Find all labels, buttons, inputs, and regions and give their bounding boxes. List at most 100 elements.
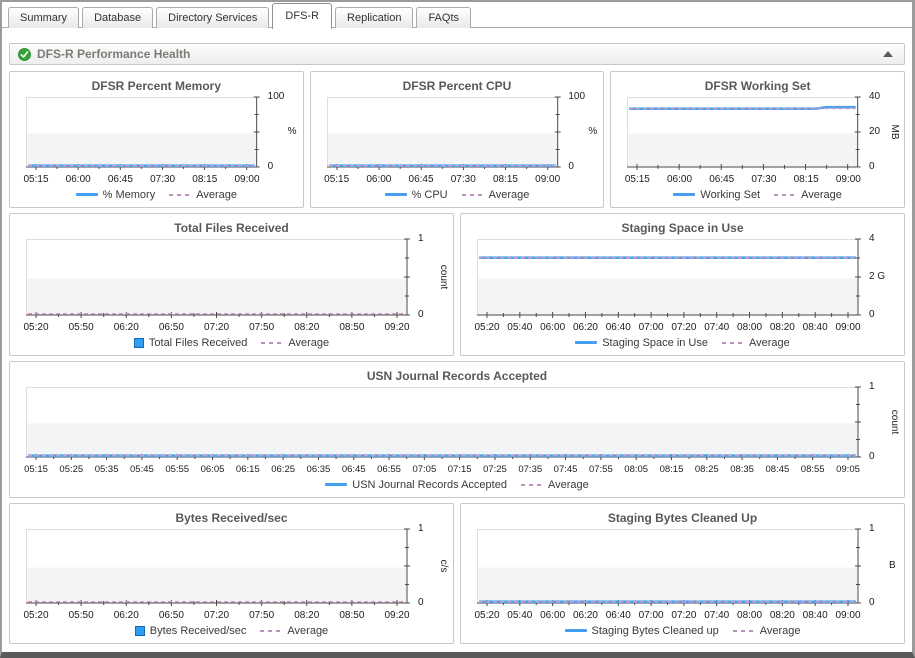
chart-row-3: USN Journal Records Accepted 1 0 count 0… <box>9 361 905 498</box>
average-legend-label: Average <box>759 624 801 637</box>
x-tick-label: 08:50 <box>339 610 365 621</box>
section-title: DFS-R Performance Health <box>37 47 191 61</box>
chart-area: 100 0 % 05:15 06:00 06:45 07:30 08:15 09:00 <box>311 92 604 186</box>
y-axis-unit-label: MB <box>888 124 900 140</box>
series-swatch <box>134 625 145 636</box>
x-tick-label: 07:30 <box>150 174 176 185</box>
tab-replication[interactable]: Replication <box>335 7 414 28</box>
x-tick-label: 07:05 <box>412 464 437 475</box>
x-tick-label: 07:30 <box>751 174 777 185</box>
x-tick-label: 07:15 <box>447 464 472 475</box>
x-tick-label: 06:20 <box>572 322 598 333</box>
y-axis-max-label: 1 <box>869 381 875 392</box>
x-tick-label: 05:15 <box>624 174 650 185</box>
average-swatch <box>260 629 283 632</box>
tab-directory-services[interactable]: Directory Services <box>156 7 270 28</box>
x-tick-label: 06:20 <box>113 610 139 621</box>
average-legend-label: Average <box>801 188 842 201</box>
x-tick-label: 08:15 <box>659 464 684 475</box>
series-legend-label: Staging Space in Use <box>602 336 708 349</box>
y-axis-unit-label: count <box>438 264 449 290</box>
x-tick-label: 09:00 <box>234 174 260 185</box>
section-header: DFS-R Performance Health <box>9 43 905 65</box>
x-tick-label: 07:55 <box>588 464 613 475</box>
x-tick-label: 05:50 <box>68 610 94 621</box>
tab-summary[interactable]: Summary <box>8 7 80 28</box>
plot-area <box>26 238 410 318</box>
chart-panel-dfsr-working-set: DFSR Working Set 40 20 0 MB 05:15 06:00 06… <box>610 71 905 208</box>
chart-area: 1 0 B 05:20 05:40 06:00 06:20 06:40 07:00 07:2… <box>461 524 904 622</box>
chart-panel-staging-space-in-use: Staging Space in Use 4 2 G 0 05:20 05:40 0… <box>460 213 905 356</box>
x-tick-label: 08:05 <box>624 464 649 475</box>
x-tick-label: 06:45 <box>107 174 133 185</box>
tab-bar: Summary Database Directory Services DFS-… <box>2 2 912 29</box>
series-legend-label: % Memory <box>102 188 156 201</box>
y-axis-mid-label: 20 <box>868 126 881 137</box>
tab-database[interactable]: Database <box>82 7 154 28</box>
y-axis-max-label: 40 <box>868 91 881 102</box>
tab-faqts[interactable]: FAQts <box>416 7 471 28</box>
x-tick-label: 08:35 <box>730 464 754 475</box>
triangle-up-icon <box>883 51 893 57</box>
x-tick-label: 06:00 <box>540 322 566 333</box>
x-tick-label: 05:40 <box>507 322 533 333</box>
x-tick-label: 06:00 <box>366 174 392 185</box>
chart-panel-bytes-received-sec: Bytes Received/sec 1 0 c/s 05:20 05:50 06:… <box>9 503 454 644</box>
x-axis-labels: 05:20 05:40 06:00 06:20 06:40 07:00 07:20 07:40… <box>474 607 862 622</box>
collapse-button[interactable] <box>880 47 896 61</box>
x-tick-label: 08:40 <box>802 322 828 333</box>
series-swatch <box>673 193 696 196</box>
plot-area <box>26 96 260 170</box>
plot-area <box>26 528 410 606</box>
series-swatch <box>575 341 598 344</box>
x-tick-label: 08:40 <box>802 610 828 621</box>
y-axis-min-label: 0 <box>869 309 875 320</box>
y-axis-max-label: 1 <box>418 233 424 244</box>
chart-legend: Working Set Average <box>611 186 904 207</box>
green-check-icon <box>18 47 31 61</box>
x-tick-label: 05:50 <box>68 322 94 333</box>
average-legend-label: Average <box>287 624 329 637</box>
chart-area: 1 0 count 05:20 05:50 06:20 06:50 07:20 07:50… <box>10 234 453 334</box>
y-axis-min-label: 0 <box>267 161 274 172</box>
chart-legend: Staging Space in Use Average <box>461 334 904 355</box>
x-tick-label: 06:50 <box>158 610 184 621</box>
chart-row-2: Total Files Received 1 0 count 05:20 05:5… <box>9 213 905 356</box>
x-tick-label: 08:00 <box>737 610 763 621</box>
x-axis-labels: 05:15 05:25 05:35 05:45 05:55 06:05 06:15 06:25… <box>24 461 862 476</box>
plot-wrap: 1 0 B <box>477 524 896 608</box>
chart-row-4: Bytes Received/sec 1 0 c/s 05:20 05:50 06:… <box>9 503 905 644</box>
x-axis-labels: 05:15 06:00 06:45 07:30 08:15 09:00 <box>23 171 261 186</box>
series-legend-label: Bytes Received/sec <box>149 624 247 637</box>
y-axis-max-label: 100 <box>568 91 586 102</box>
chart-title: Bytes Received/sec <box>175 511 288 525</box>
series-swatch <box>75 193 98 196</box>
x-tick-label: 07:00 <box>638 322 664 333</box>
x-tick-label: 08:00 <box>737 322 763 333</box>
average-swatch <box>461 193 484 196</box>
x-tick-label: 06:00 <box>540 610 566 621</box>
x-tick-label: 09:00 <box>835 174 861 185</box>
x-tick-label: 06:05 <box>200 464 225 475</box>
x-tick-label: 06:45 <box>709 174 735 185</box>
chart-area: 4 2 G 0 05:20 05:40 06:00 06:20 06:40 07:00 07… <box>461 234 904 334</box>
chart-panel-staging-bytes-cleaned-up: Staging Bytes Cleaned Up 1 0 B 05:20 05:4… <box>460 503 905 644</box>
tab-dfs-r[interactable]: DFS-R <box>272 3 333 29</box>
x-tick-label: 08:20 <box>294 322 320 333</box>
charts-container: DFSR Percent Memory 100 0 % 05:15 06:00 06… <box>2 65 912 644</box>
x-tick-label: 05:20 <box>474 322 500 333</box>
y-axis-min-label: 0 <box>868 161 875 172</box>
x-tick-label: 06:15 <box>235 464 260 475</box>
plot-wrap: 40 20 0 MB <box>627 92 900 172</box>
x-axis-labels: 05:15 06:00 06:45 07:30 08:15 09:00 <box>624 171 862 186</box>
chart-legend: Total Files Received Average <box>10 334 453 355</box>
series-legend-label: % CPU <box>411 188 448 201</box>
y-axis-unit-label: % <box>287 126 297 137</box>
x-tick-label: 05:20 <box>23 610 49 621</box>
series-legend-label: Working Set <box>700 188 761 201</box>
plot-wrap: 100 0 % <box>326 92 597 172</box>
x-tick-label: 09:00 <box>835 610 861 621</box>
average-swatch <box>520 483 543 486</box>
chart-panel-usn-journal-records-accepted: USN Journal Records Accepted 1 0 count 0… <box>9 361 905 498</box>
